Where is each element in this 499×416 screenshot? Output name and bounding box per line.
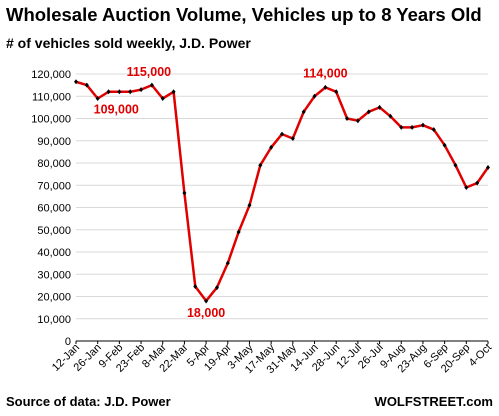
annotation-label: 114,000 xyxy=(303,66,348,80)
data-point xyxy=(139,87,144,93)
y-tick-label: 50,000 xyxy=(37,225,71,237)
data-point xyxy=(247,202,252,208)
data-point xyxy=(95,95,100,101)
data-point xyxy=(106,89,111,95)
data-point xyxy=(334,89,339,95)
x-tick-label: 4-Oct xyxy=(467,342,495,370)
y-tick-label: 60,000 xyxy=(37,203,71,215)
data-point xyxy=(290,136,295,142)
data-point xyxy=(377,104,382,110)
data-point xyxy=(214,285,219,291)
data-point xyxy=(225,260,230,266)
annotations: 109,000 115,000 18,000 114,000 xyxy=(94,65,348,320)
y-tick-label: 20,000 xyxy=(37,292,71,304)
data-point xyxy=(204,298,209,304)
data-point xyxy=(366,109,371,115)
data-point xyxy=(345,116,350,121)
annotation-label: 115,000 xyxy=(127,65,172,79)
annotation-label: 109,000 xyxy=(94,102,139,116)
source-note: Source of data: J.D. Power xyxy=(6,394,171,409)
y-tick-label: 70,000 xyxy=(37,180,71,192)
data-point xyxy=(128,89,133,95)
gridlines xyxy=(76,73,488,320)
brand-credit[interactable]: WOLFSTREET.com xyxy=(374,394,493,409)
y-tick-label: 110,000 xyxy=(32,91,71,103)
y-tick-label: 120,000 xyxy=(31,69,71,81)
y-tick-label: 10,000 xyxy=(37,314,71,326)
data-point xyxy=(388,113,393,119)
data-point xyxy=(269,144,274,150)
y-tick-label: 40,000 xyxy=(37,247,71,259)
data-point xyxy=(84,82,89,88)
data-point xyxy=(475,180,480,186)
data-point-markers xyxy=(74,79,490,304)
data-point xyxy=(182,190,187,196)
data-point xyxy=(117,89,122,95)
data-point xyxy=(420,122,425,128)
y-tick-label: 0 xyxy=(65,336,71,348)
data-point xyxy=(442,142,447,148)
y-tick-label: 80,000 xyxy=(37,158,71,170)
data-point xyxy=(258,162,263,168)
chart-subtitle: # of vehicles sold weekly, J.D. Power xyxy=(6,35,251,51)
data-point xyxy=(160,95,165,101)
y-tick-label: 30,000 xyxy=(37,269,71,281)
data-point xyxy=(355,118,360,124)
data-point xyxy=(171,89,176,95)
data-point xyxy=(193,283,198,289)
data-point xyxy=(149,82,154,88)
y-axis-tick-labels: 0 10,000 20,000 30,000 40,000 50,000 60,000 70,… xyxy=(31,69,71,348)
data-point xyxy=(74,79,78,85)
data-point xyxy=(312,93,317,99)
data-point xyxy=(280,131,284,137)
data-point xyxy=(431,127,436,133)
data-point xyxy=(410,124,415,130)
y-tick-label: 100,000 xyxy=(31,114,71,126)
chart-title: Wholesale Auction Volume, Vehicles up to… xyxy=(6,4,482,25)
data-point xyxy=(301,109,306,115)
data-point xyxy=(323,84,328,90)
x-axis-tick-labels: 12-Jan26-Jan9-Feb23-Feb8-Mar22-Mar5-Apr1… xyxy=(50,341,494,376)
y-tick-label: 90,000 xyxy=(37,136,71,148)
data-point xyxy=(399,124,404,130)
data-point xyxy=(236,229,241,235)
annotation-label: 18,000 xyxy=(187,306,225,320)
data-point xyxy=(464,184,469,190)
data-point xyxy=(453,162,458,168)
data-point xyxy=(486,164,490,170)
